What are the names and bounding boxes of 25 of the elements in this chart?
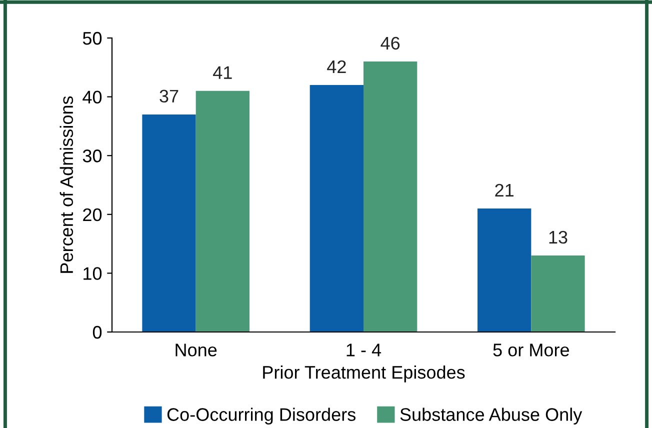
x-axis-title: Prior Treatment Episodes xyxy=(263,366,465,382)
bar xyxy=(364,62,418,332)
data-label: 21 xyxy=(495,184,514,196)
data-label: 13 xyxy=(549,230,568,244)
y-tick-label: 30 xyxy=(82,150,102,162)
y-tick-label: 20 xyxy=(83,208,102,222)
data-label: 41 xyxy=(213,66,232,79)
bar xyxy=(531,256,585,332)
legend-label: Co-Occurring Disorders xyxy=(167,408,356,425)
bar xyxy=(196,90,250,332)
x-tick-label: 5 or More xyxy=(493,344,569,356)
data-label: 37 xyxy=(160,90,178,103)
y-tick-label: 50 xyxy=(82,32,102,45)
x-tick-label: None xyxy=(176,344,217,356)
bar xyxy=(478,208,532,332)
legend-label: Substance Abuse Only xyxy=(400,408,582,425)
y-axis-title: Percent of Admissions xyxy=(60,96,74,273)
bar xyxy=(310,85,364,332)
x-tick-label: 1 - 4 xyxy=(346,344,382,356)
data-label: 46 xyxy=(380,36,400,50)
y-tick-label: 10 xyxy=(84,267,102,280)
y-tick-label: 40 xyxy=(82,90,102,104)
data-label: 42 xyxy=(327,60,346,73)
y-tick-label: 0 xyxy=(92,326,102,339)
bar xyxy=(142,114,196,332)
